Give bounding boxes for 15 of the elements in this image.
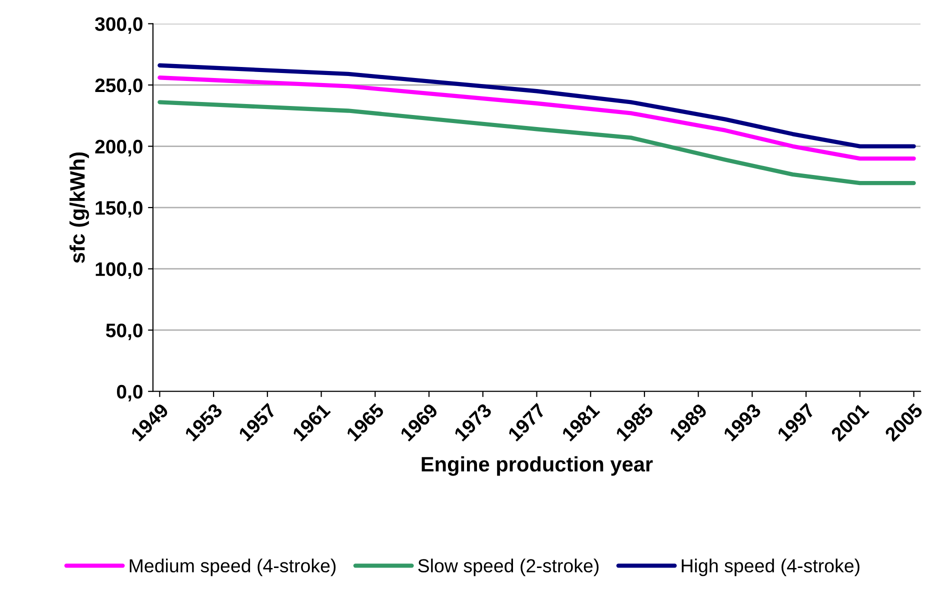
y-axis-title: sfc (g/kWh)	[70, 152, 90, 263]
y-tick-label: 200,0	[95, 140, 142, 156]
y-tick-label: 150,0	[96, 201, 142, 218]
line-series	[158, 100, 916, 186]
legend-label: High speed (4-stroke)	[682, 558, 860, 576]
y-tick-label: 100,0	[96, 262, 142, 279]
line-series	[158, 63, 916, 148]
y-tick-label: 300,0	[95, 17, 142, 34]
x-axis-title: Engine production year	[422, 456, 653, 476]
y-tick-label: 50,0	[106, 324, 142, 340]
y-tick-label: 0,0	[116, 384, 142, 402]
legend-label: Slow speed (2-stroke)	[418, 558, 599, 576]
legend-label: Medium speed (4-stroke)	[130, 558, 336, 576]
y-tick-label: 250,0	[95, 78, 142, 96]
line-series	[158, 76, 916, 161]
